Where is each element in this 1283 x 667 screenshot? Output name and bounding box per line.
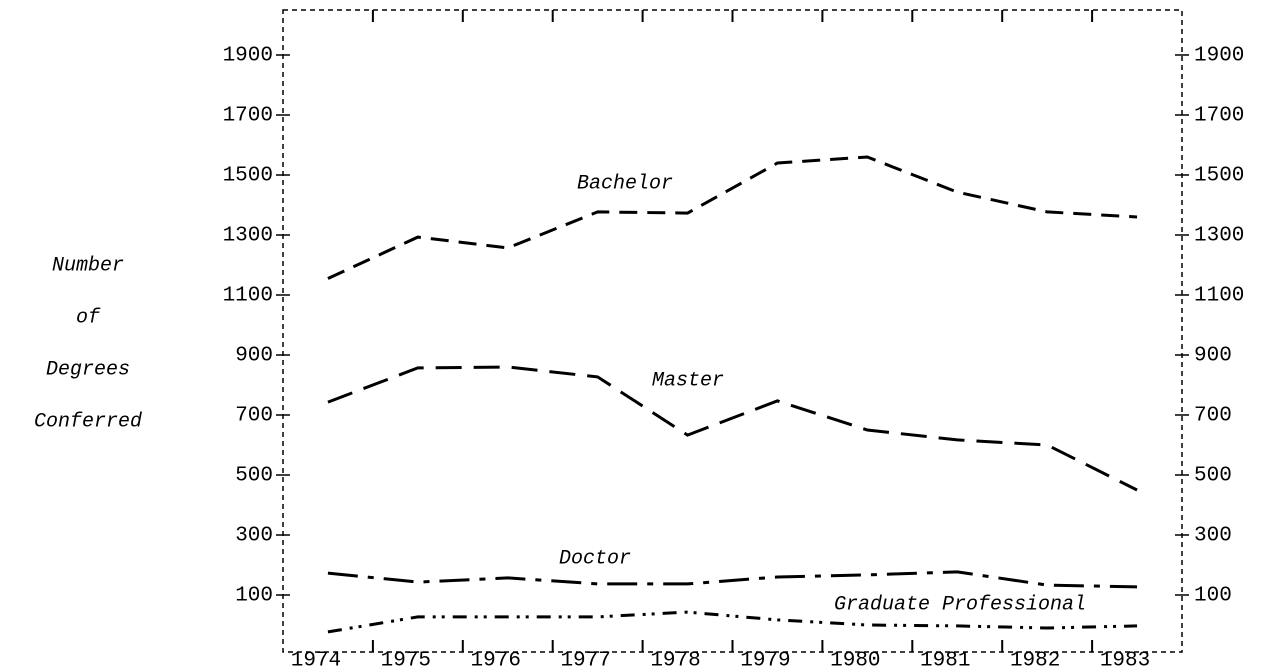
y-tick-label: 700 [235,405,273,428]
y-tick-label: 100 [235,585,273,608]
y2-tick-label: 1500 [1194,165,1244,188]
series-line [327,155,1138,280]
x-tick-label: 1982 [1010,650,1060,667]
y-tick-label: 1900 [223,45,273,68]
series-line [327,570,1138,589]
x-tick-label: 1977 [560,650,610,667]
x-tick-label: 1980 [830,650,880,667]
y2-tick-label: 1100 [1194,285,1244,308]
series-label: Master [652,369,724,392]
x-tick-label: 1975 [381,650,431,667]
y-axis-label: of [76,306,101,329]
x-tick-label: 1983 [1100,650,1150,667]
y-axis-label: Conferred [34,410,142,433]
x-tick-label: 1978 [650,650,700,667]
series-label: Graduate Professional [834,593,1086,616]
x-tick-label: 1976 [471,650,521,667]
y-tick-label: 300 [235,525,273,548]
y2-tick-label: 700 [1194,405,1232,428]
x-tick-label: 1981 [920,650,970,667]
x-tick-label: 1979 [740,650,790,667]
y-axis-label: Degrees [46,358,130,381]
y-tick-label: 500 [235,465,273,488]
y2-tick-label: 1900 [1194,45,1244,68]
y2-tick-label: 100 [1194,585,1232,608]
y2-tick-label: 900 [1194,345,1232,368]
series-line [327,610,1138,634]
y2-tick-label: 1300 [1194,225,1244,248]
y-tick-label: 1300 [223,225,273,248]
series-line [327,365,1138,492]
y-tick-label: 1100 [223,285,273,308]
series-label: Doctor [559,547,631,570]
y-tick-label: 1500 [223,165,273,188]
y-tick-label: 1700 [223,105,273,128]
y2-tick-label: 1700 [1194,105,1244,128]
x-tick-label: 1974 [291,650,341,667]
y-axis-label: Number [52,254,124,277]
series-label: Bachelor [577,172,673,195]
y2-tick-label: 500 [1194,465,1232,488]
plot-frame [282,9,1183,653]
y2-tick-label: 300 [1194,525,1232,548]
y-tick-label: 900 [235,345,273,368]
